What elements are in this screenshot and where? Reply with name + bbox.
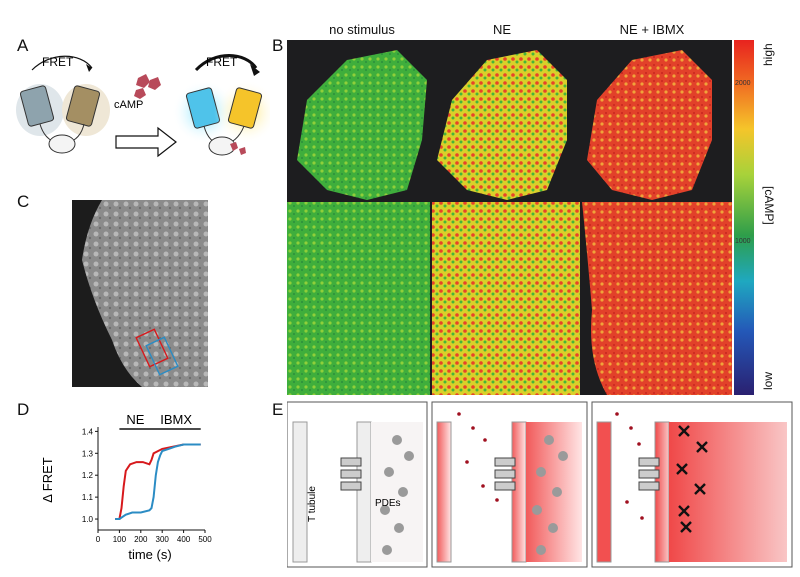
series-line-0 <box>115 443 201 520</box>
colorbar-high-label: high <box>761 43 775 66</box>
panel-label-a: A <box>17 36 29 55</box>
x-axis-label: time (s) <box>128 547 171 562</box>
sensor-active-icon <box>172 54 270 156</box>
column-header-no-stimulus: no stimulus <box>329 22 395 37</box>
y-tick-label: 1.1 <box>82 493 94 502</box>
series-line-1 <box>115 443 201 520</box>
diagram-baseline <box>287 401 428 568</box>
y-axis-label: Δ FRET <box>40 457 55 503</box>
column-header-ne: NE <box>492 22 512 37</box>
fret-label-right: FRET <box>206 55 238 69</box>
cell-ne <box>437 50 567 200</box>
colorbar-low-label: low <box>761 371 775 390</box>
camp-molecule-icon <box>134 74 161 99</box>
pdes-label: PDEs <box>375 498 401 509</box>
t-tubule-label: T tubule <box>307 486 318 522</box>
y-tick-label: 1.4 <box>82 427 94 436</box>
pde-inhibited-icon <box>676 425 708 533</box>
column-header-ne-ibmx: NE + IBMX <box>619 22 685 37</box>
panel-label-b: B <box>272 36 284 55</box>
colorbar-title: [cAMP] <box>762 186 776 225</box>
x-tick-label: 500 <box>198 535 212 544</box>
sensor-inactive-icon <box>16 55 110 154</box>
cell-ne-ibmx <box>587 50 712 200</box>
panel-label-e: E <box>272 400 284 419</box>
zoom-no-stimulus <box>287 202 430 395</box>
y-tick-label: 1.2 <box>82 471 94 480</box>
colorbar-tick-upper: 2000 <box>735 80 751 87</box>
panel-label-d: D <box>17 400 30 419</box>
zoom-ne <box>432 202 580 395</box>
arrow-icon <box>115 126 177 158</box>
panel-label-c: C <box>17 192 30 211</box>
diagram-ne <box>431 401 588 568</box>
x-tick-label: 400 <box>177 535 191 544</box>
colorbar <box>734 40 754 395</box>
x-tick-label: 200 <box>134 535 148 544</box>
t-tubule-diagram: T tubule PDEs <box>287 401 793 568</box>
x-tick-label: 100 <box>113 535 127 544</box>
colorbar-tick-lower: 1000 <box>735 238 751 245</box>
diagram-ne-ibmx <box>591 401 793 568</box>
fret-time-chart: 0 100 200 300 400 500 1.0 1.1 1.2 1.3 1.4 NE IBMX t… <box>40 412 212 562</box>
x-tick-label: 0 <box>96 535 101 544</box>
y-tick-label: 1.0 <box>82 515 94 524</box>
zoom-ne-ibmx <box>582 202 732 395</box>
fluorescence-image <box>72 200 208 387</box>
annotation-label-0: NE <box>126 412 144 427</box>
annotation-label-1: IBMX <box>160 412 192 427</box>
fret-sensor-diagram: FRET cAMP FRET <box>16 54 270 158</box>
x-tick-label: 300 <box>156 535 170 544</box>
fret-label-left: FRET <box>42 55 74 69</box>
y-tick-label: 1.3 <box>82 449 94 458</box>
camp-imaging-panel <box>287 40 732 395</box>
camp-label: cAMP <box>114 99 143 111</box>
cell-no-stimulus <box>297 50 427 200</box>
